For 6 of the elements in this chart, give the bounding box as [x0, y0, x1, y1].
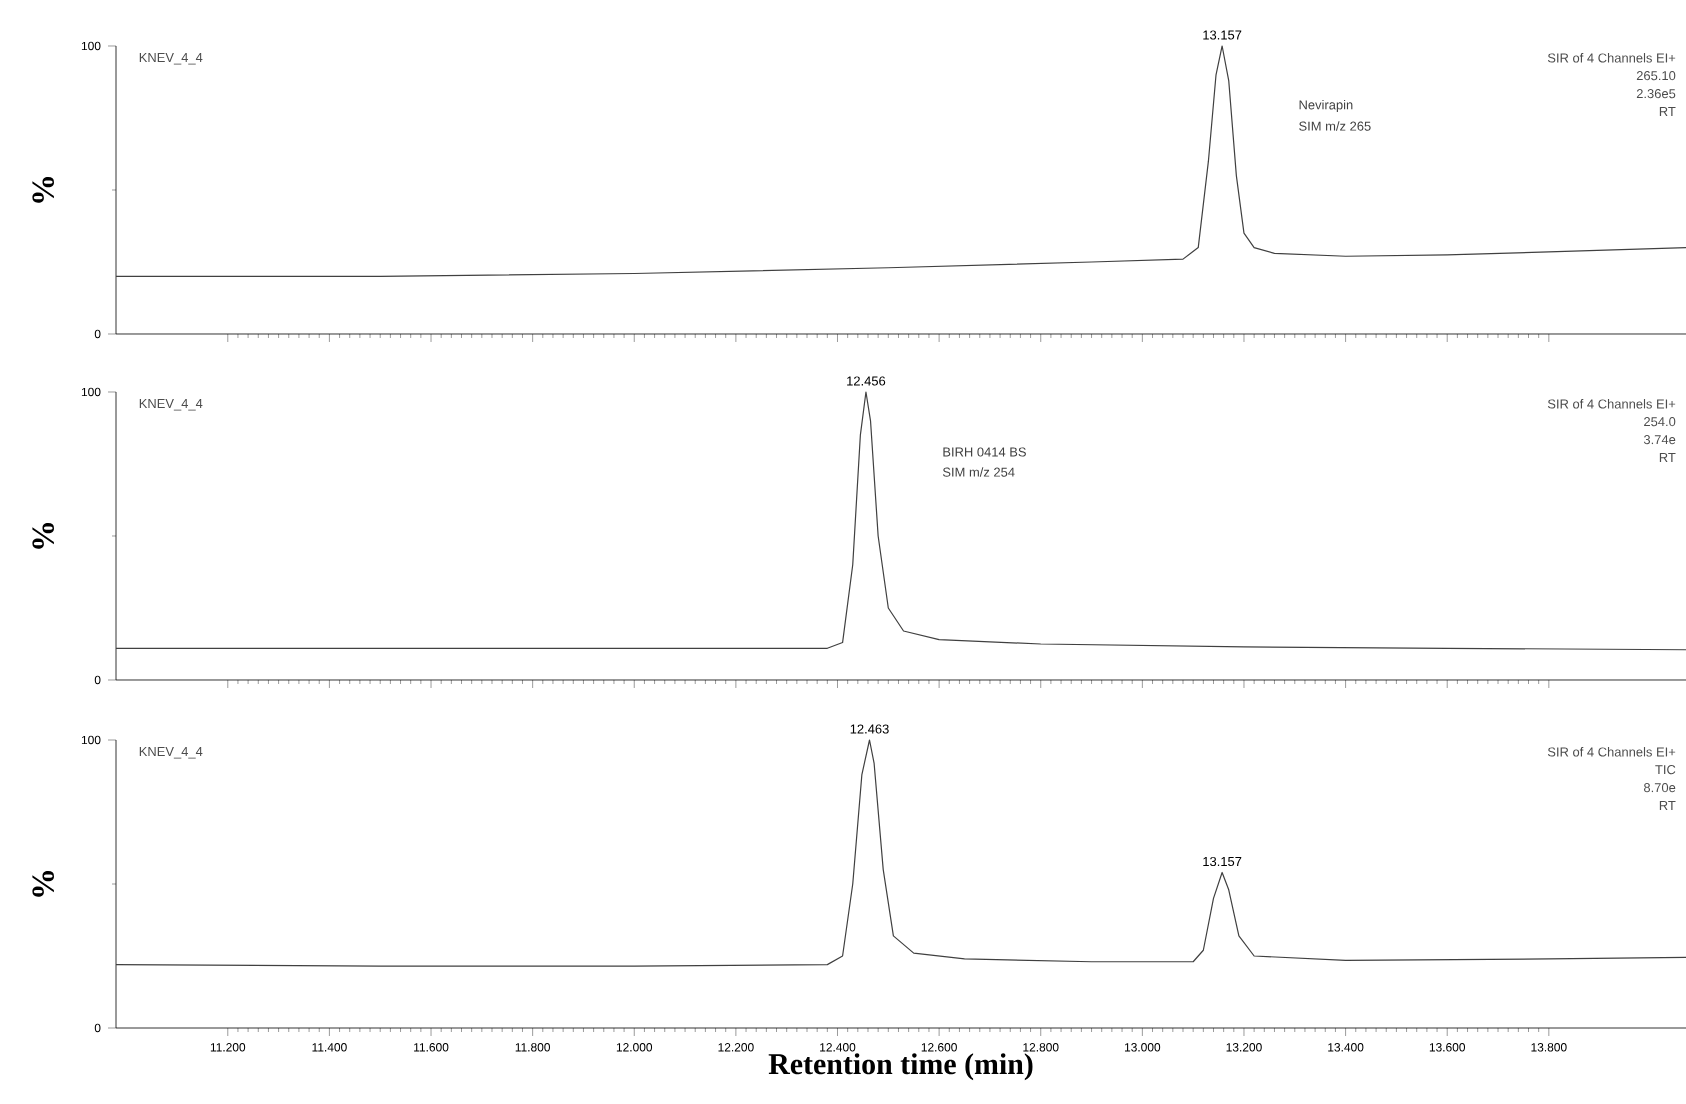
line-series — [115, 45, 1686, 277]
x-axis-title: Retention time (min) — [768, 1053, 1033, 1081]
y-axis-title: % — [32, 177, 54, 203]
y-axis-title: % — [32, 871, 54, 897]
line-series — [115, 739, 1686, 967]
y-axis-title: % — [32, 523, 54, 549]
